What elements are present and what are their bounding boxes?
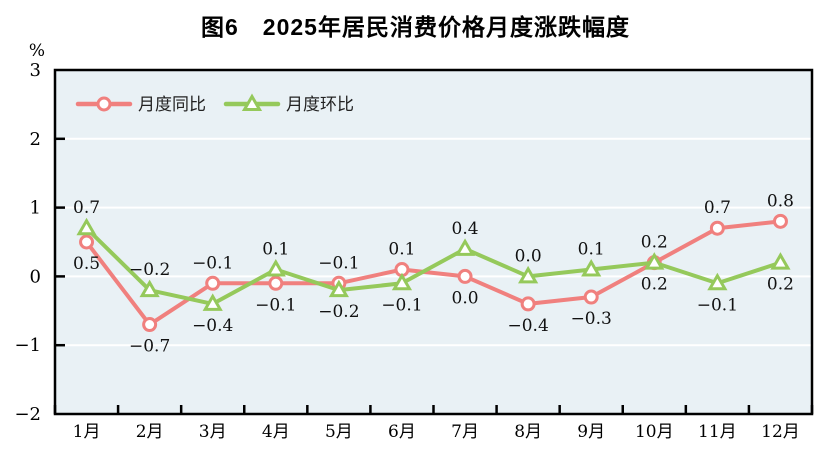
triangle-marker [454, 238, 476, 256]
data-label: 0.4 [452, 219, 479, 239]
circle-marker [709, 220, 725, 236]
data-label: 0.0 [452, 288, 479, 308]
circle-marker [583, 289, 599, 305]
triangle-marker [707, 272, 728, 291]
x-axis-tick-label: 2月 [136, 422, 164, 442]
circle-marker [205, 275, 221, 291]
legend-label: 月度环比 [286, 95, 354, 115]
circle-marker [772, 213, 788, 229]
chart-title: 图6 2025年居民消费价格月度涨跌幅度 [201, 14, 630, 40]
x-axis-tick-label: 5月 [325, 422, 353, 442]
data-label: 0.7 [73, 198, 100, 218]
y-axis-tick-label: 0 [30, 266, 41, 287]
data-label: −0.1 [697, 295, 738, 315]
circle-marker [142, 317, 158, 333]
data-label: −0.1 [381, 295, 422, 315]
data-label: −0.4 [192, 316, 233, 336]
data-label: −0.1 [318, 253, 359, 273]
data-label: 0.0 [515, 246, 542, 266]
x-axis-tick-label: 12月 [761, 422, 800, 442]
data-label: 0.1 [262, 240, 289, 260]
x-axis-tick-label: 1月 [73, 422, 101, 442]
data-label: 0.1 [578, 240, 605, 260]
data-label: −0.4 [507, 316, 548, 336]
data-label: 0.2 [767, 275, 794, 295]
y-axis-tick-label: −2 [14, 404, 41, 425]
data-label: −0.1 [192, 253, 233, 273]
triangle-marker [391, 272, 413, 291]
y-axis-unit-label: % [29, 41, 45, 61]
triangle-marker [518, 265, 539, 284]
triangle-marker [139, 279, 160, 298]
circle-marker [268, 275, 284, 291]
x-axis-tick-label: 10月 [635, 422, 674, 442]
circle-marker [520, 296, 536, 312]
triangle-marker [328, 279, 349, 298]
data-label: 0.5 [73, 254, 100, 274]
data-label: −0.1 [255, 295, 296, 315]
data-label: −0.2 [318, 302, 359, 322]
data-label: 0.8 [767, 191, 794, 211]
y-axis-tick-label: 3 [30, 60, 41, 81]
data-label: −0.3 [571, 309, 612, 329]
x-axis-tick-label: 9月 [577, 422, 605, 442]
data-label: −0.7 [129, 337, 170, 357]
x-axis-tick-label: 6月 [388, 422, 416, 442]
x-axis-tick-label: 4月 [262, 422, 290, 442]
y-axis-tick-label: 1 [30, 198, 41, 219]
x-axis-tick-label: 11月 [698, 422, 737, 442]
circle-marker [457, 268, 473, 284]
plot-area [55, 70, 812, 414]
x-axis-tick-label: 8月 [514, 422, 542, 442]
data-label: 0.2 [641, 233, 668, 253]
triangle-marker [265, 259, 286, 277]
circle-marker [96, 96, 112, 112]
triangle-marker [644, 252, 665, 270]
triangle-marker [241, 93, 263, 111]
y-axis-tick-label: 2 [30, 129, 41, 150]
data-label: 0.2 [641, 275, 668, 295]
triangle-marker [76, 217, 97, 236]
series-line-triangle [84, 226, 783, 306]
series-line-circle [84, 219, 783, 327]
data-label: 0.1 [388, 240, 415, 260]
x-axis-tick-label: 3月 [199, 422, 227, 442]
triangle-marker [202, 293, 223, 311]
y-axis-tick-label: −1 [14, 335, 41, 356]
data-label: 0.7 [704, 198, 731, 218]
triangle-marker [581, 259, 602, 277]
x-axis-tick-label: 7月 [451, 422, 479, 442]
triangle-marker [770, 252, 791, 270]
plot-border [53, 68, 814, 416]
circle-marker [79, 234, 95, 250]
data-label: −0.2 [129, 260, 170, 280]
legend-label: 月度同比 [138, 95, 206, 115]
